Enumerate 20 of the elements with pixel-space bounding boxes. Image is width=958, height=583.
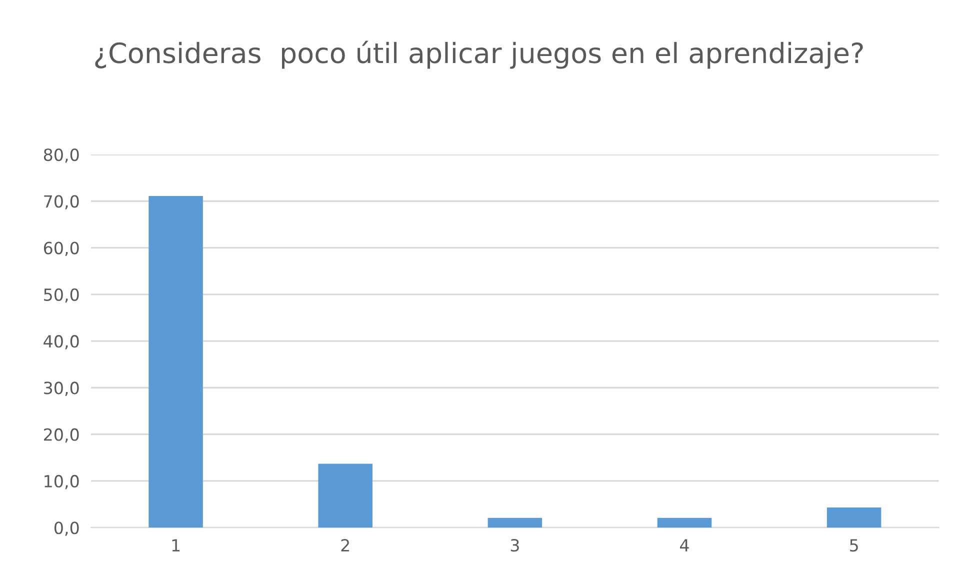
bar xyxy=(318,464,372,528)
bar xyxy=(488,518,542,528)
y-tick-label: 30,0 xyxy=(44,382,79,396)
y-tick-label: 80,0 xyxy=(44,148,79,163)
x-tick-label: 1 xyxy=(172,539,180,552)
x-tick-label: 2 xyxy=(341,539,349,552)
y-tick-label: 50,0 xyxy=(44,288,79,303)
y-tick-label: 40,0 xyxy=(44,335,79,350)
chart-title: ¿Consideras poco útil aplicar juegos en el aprendizaje? xyxy=(95,40,863,69)
y-tick-label: 20,0 xyxy=(44,428,79,443)
bar xyxy=(657,518,712,528)
x-tick-label: 5 xyxy=(850,539,858,552)
y-tick-label: 60,0 xyxy=(44,242,79,256)
bar xyxy=(148,196,203,528)
bar xyxy=(826,508,882,528)
x-tick-label: 4 xyxy=(680,539,689,552)
y-tick-label: 10,0 xyxy=(44,474,79,490)
x-tick-label: 3 xyxy=(510,539,519,552)
y-tick-label: 0,0 xyxy=(54,522,79,536)
y-tick-label: 70,0 xyxy=(44,195,79,210)
